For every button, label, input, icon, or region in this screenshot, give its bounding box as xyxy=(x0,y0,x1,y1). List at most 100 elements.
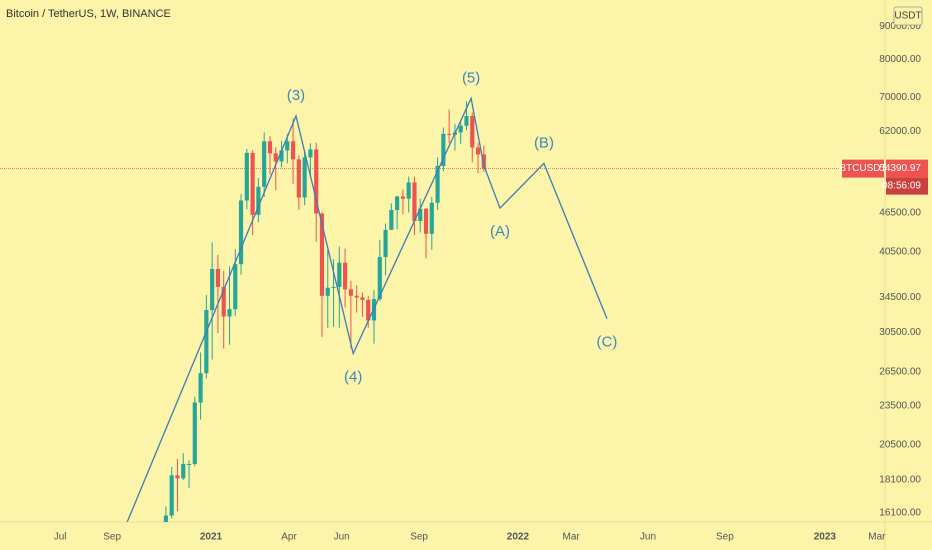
candle-body xyxy=(395,196,400,210)
x-tick-label: 2023 xyxy=(814,532,837,543)
axes: 16100.00 18100.00 20500.00 23500.00 26500.00… xyxy=(54,6,928,543)
candle-body xyxy=(331,286,336,288)
wave-label: (3) xyxy=(287,87,305,104)
candle-body xyxy=(227,309,232,317)
candle-body xyxy=(198,373,203,403)
candle-body xyxy=(470,116,475,148)
symbol-label: BTCUSDT xyxy=(839,163,886,174)
x-tick-label: Sep xyxy=(410,532,428,543)
y-tick-label: 46500.00 xyxy=(879,208,921,219)
candle-body xyxy=(221,286,226,317)
candle-body xyxy=(360,297,365,300)
x-tick-label: 2022 xyxy=(507,532,530,543)
y-tick-label: 80000.00 xyxy=(879,54,921,65)
candle-body xyxy=(267,141,273,154)
candle-body xyxy=(412,182,417,221)
candle-body xyxy=(441,133,446,166)
wave-label: (C) xyxy=(597,334,618,351)
y-tick-label: 30500.00 xyxy=(879,327,921,338)
candle-body xyxy=(464,116,469,126)
candle-body xyxy=(163,515,168,522)
y-tick-label: 23500.00 xyxy=(879,401,921,412)
candle-body xyxy=(169,475,174,516)
candle-body xyxy=(238,200,244,265)
candle-body xyxy=(429,202,434,234)
symbol-badge xyxy=(842,159,884,178)
candle-body xyxy=(383,229,388,257)
candle-body xyxy=(244,152,249,201)
y-tick-label: 16100.00 xyxy=(879,508,921,519)
candle-body xyxy=(233,264,238,310)
candle-body xyxy=(475,147,481,155)
candle-body xyxy=(192,402,197,464)
candle-body xyxy=(262,141,267,187)
candle-body xyxy=(314,149,319,214)
candle-body xyxy=(319,213,325,296)
x-tick-label: Mar xyxy=(868,532,886,543)
y-tick-label: 34500.00 xyxy=(879,292,921,303)
candle-body xyxy=(325,287,330,296)
x-tick-label: Mar xyxy=(562,532,580,543)
plot-area: (3) (4) (5) (A) (B) (C) xyxy=(0,69,885,522)
candle-body xyxy=(256,186,261,215)
candle-body xyxy=(175,475,180,479)
x-tick-label: Jun xyxy=(334,532,350,543)
candle-body xyxy=(290,141,296,160)
candle-body xyxy=(215,268,221,287)
price-badge xyxy=(886,159,928,178)
candle-body xyxy=(435,165,440,203)
candle-body xyxy=(273,153,278,162)
countdown-badge xyxy=(886,177,928,195)
price-label: 54390.97 xyxy=(879,163,921,174)
y-tick-label: 26500.00 xyxy=(879,367,921,378)
candle-body xyxy=(204,309,209,374)
candle-body xyxy=(423,208,429,234)
x-tick-label: 2021 xyxy=(200,532,223,543)
candle-body xyxy=(308,149,313,158)
y-tick-label: 62000.00 xyxy=(879,126,921,137)
countdown-label: 08:56:09 xyxy=(882,181,921,192)
candle-body xyxy=(285,141,290,151)
candle-body xyxy=(354,295,359,298)
x-tick-label: Sep xyxy=(103,532,121,543)
candle-body xyxy=(279,150,284,162)
x-tick-label: Jun xyxy=(640,532,656,543)
x-tick-label: Apr xyxy=(281,532,297,543)
candle-body xyxy=(458,125,463,133)
candle-body xyxy=(348,289,353,296)
chart-title: Bitcoin / TetherUS, 1W, BINANCE xyxy=(6,8,171,20)
candle-body xyxy=(418,208,423,221)
candle-body xyxy=(186,463,192,465)
candle-body xyxy=(210,268,215,310)
y-tick-label: 20500.00 xyxy=(879,439,921,450)
y-tick-label: 40500.00 xyxy=(879,247,921,258)
candle-body xyxy=(302,157,307,198)
candle-body xyxy=(296,159,301,198)
wave-line xyxy=(126,96,608,522)
candle-body xyxy=(377,256,382,300)
candle-body xyxy=(181,463,186,479)
candle-body xyxy=(481,154,486,169)
wave-label: (4) xyxy=(344,368,362,385)
candle-body xyxy=(250,152,255,215)
candle-body xyxy=(447,133,452,135)
currency-badge xyxy=(893,6,923,26)
y-tick-label: 70000.00 xyxy=(879,92,921,103)
candle-body xyxy=(343,262,348,290)
currency-label: USDT xyxy=(894,11,921,22)
wave-label: (B) xyxy=(534,134,554,151)
candle-body xyxy=(406,182,411,199)
wave-label: (A) xyxy=(490,223,510,240)
x-tick-label: Jul xyxy=(54,532,67,543)
candle-body xyxy=(366,299,371,321)
candle-body xyxy=(337,262,342,287)
y-tick-label: 90000.00 xyxy=(879,21,921,32)
x-tick-label: Sep xyxy=(716,532,734,543)
y-tick-label: 18100.00 xyxy=(879,475,921,486)
wave-label: (5) xyxy=(462,69,480,86)
candle-body xyxy=(400,196,405,199)
candle-body xyxy=(389,209,394,230)
